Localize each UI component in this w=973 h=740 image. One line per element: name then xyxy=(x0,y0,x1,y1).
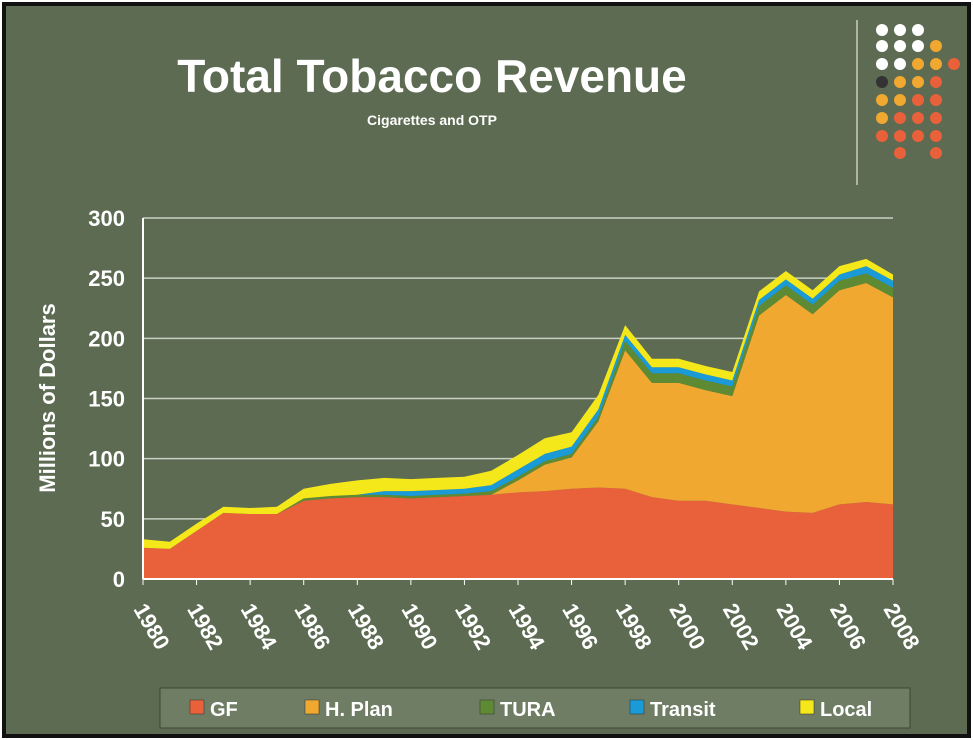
y-tick-label: 150 xyxy=(88,387,125,412)
legend-swatch xyxy=(480,700,494,714)
legend-label: TURA xyxy=(500,699,556,721)
y-axis-label: Millions of Dollars xyxy=(35,303,60,492)
legend-label: Transit xyxy=(650,699,716,721)
legend-label: Local xyxy=(820,699,872,721)
slide: Total Tobacco Revenue Cigarettes and OTP… xyxy=(0,0,973,740)
y-tick-label: 250 xyxy=(88,266,125,291)
y-tick-label: 0 xyxy=(113,567,125,592)
legend-swatch xyxy=(305,700,319,714)
y-tick-label: 100 xyxy=(88,447,125,472)
legend-label: GF xyxy=(210,699,238,721)
chart-title: Total Tobacco Revenue xyxy=(177,50,687,102)
chart-subtitle: Cigarettes and OTP xyxy=(367,112,497,128)
y-tick-label: 50 xyxy=(101,507,125,532)
y-tick-label: 200 xyxy=(88,326,125,351)
y-tick-label: 300 xyxy=(88,206,125,231)
legend-swatch xyxy=(630,700,644,714)
legend-swatch xyxy=(190,700,204,714)
legend-label: H. Plan xyxy=(325,699,393,721)
legend-swatch xyxy=(800,700,814,714)
